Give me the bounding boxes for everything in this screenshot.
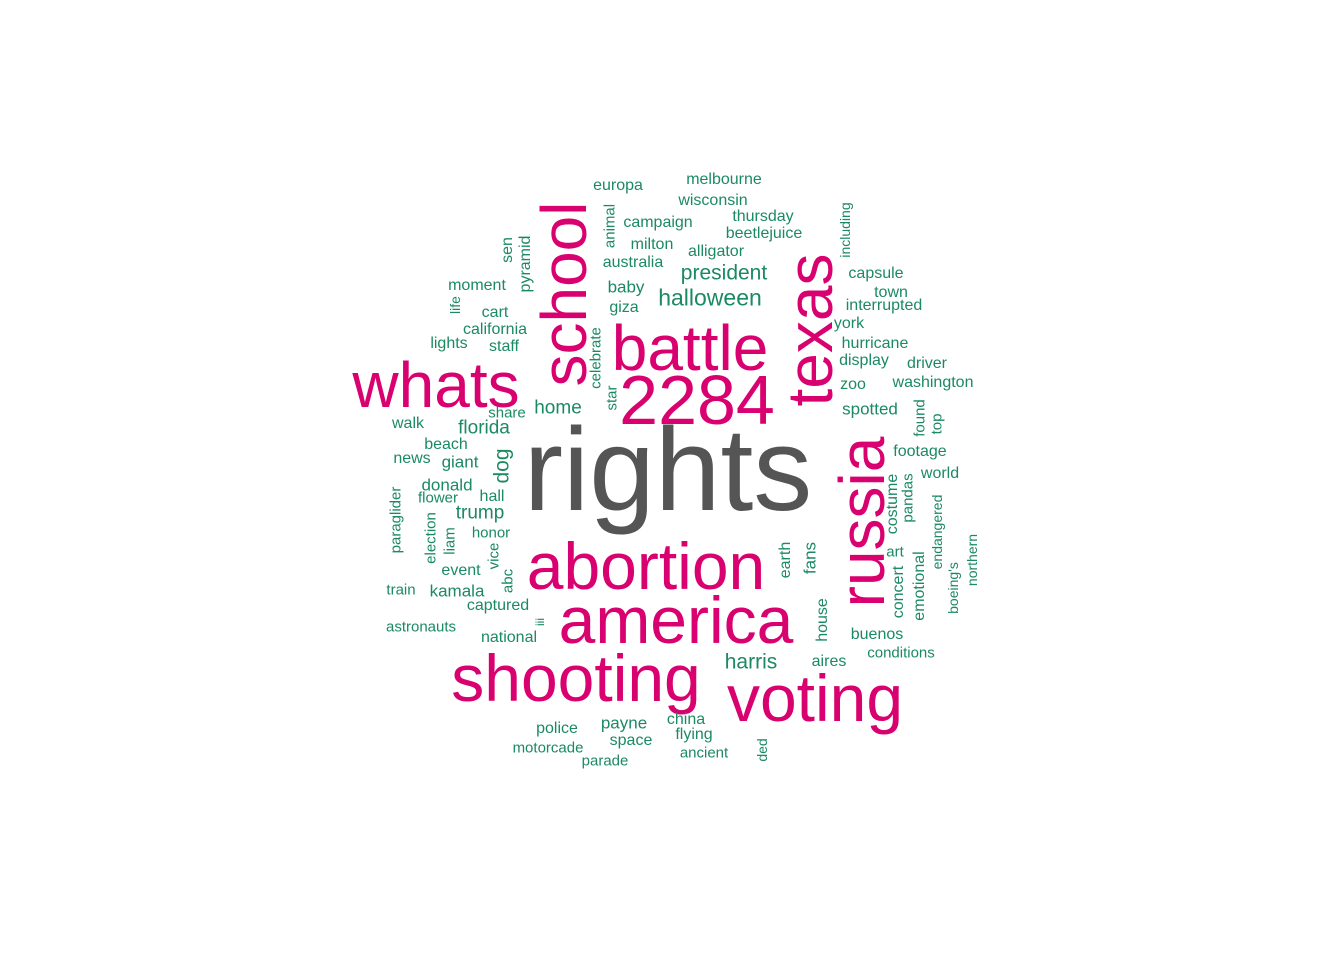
word-donald: donald xyxy=(421,475,473,495)
word-space: space xyxy=(609,732,653,749)
word-house: house xyxy=(814,598,831,642)
word-milton: milton xyxy=(630,236,674,253)
word-thursday: thursday xyxy=(732,208,794,225)
word-york: york xyxy=(833,315,865,332)
word-spotted: spotted xyxy=(842,399,898,419)
word-found: found xyxy=(911,399,929,437)
word-buenos: buenos xyxy=(850,626,904,643)
word-astronauts: astronauts xyxy=(385,618,457,636)
word-art: art xyxy=(886,543,904,561)
word-parade: parade xyxy=(581,752,629,770)
word-train: train xyxy=(386,581,416,599)
word-footage: footage xyxy=(893,443,947,460)
word-star: star xyxy=(603,385,621,411)
word-cart: cart xyxy=(481,304,509,321)
word-florida: florida xyxy=(458,417,510,439)
word-kamala: kamala xyxy=(429,581,485,601)
word-including: including xyxy=(837,202,853,258)
word-school: school xyxy=(528,201,600,387)
word-conditions: conditions xyxy=(867,644,935,662)
word-display: display xyxy=(839,352,889,369)
word-staff: staff xyxy=(489,338,519,355)
word-town: town xyxy=(874,284,908,301)
word-alligator: alligator xyxy=(687,243,745,260)
word-voting: voting xyxy=(726,661,904,735)
word-home: home xyxy=(534,397,582,419)
word-sen: sen xyxy=(499,237,516,263)
word-australia: australia xyxy=(602,254,664,271)
word-hurricane: hurricane xyxy=(841,335,909,352)
word-shooting: shooting xyxy=(451,641,701,715)
word-costume: costume xyxy=(884,473,901,535)
word-melbourne: melbourne xyxy=(686,171,762,188)
word-walk: walk xyxy=(391,415,425,432)
word-liam: liam xyxy=(441,527,459,555)
word-dog: dog xyxy=(490,448,514,484)
word-paraglider: paraglider xyxy=(387,486,405,554)
word-national: national xyxy=(480,629,538,646)
word-northern: northern xyxy=(964,533,980,587)
word-america: america xyxy=(558,583,794,657)
word-animal: animal xyxy=(601,203,619,249)
word-celebrate: celebrate xyxy=(587,327,605,389)
word-beetlejuice: beetlejuice xyxy=(725,225,803,242)
word-interrupted: interrupted xyxy=(845,297,923,314)
word-battle: battle xyxy=(611,312,769,384)
word-president: president xyxy=(680,261,768,285)
word-vice: vice xyxy=(485,542,503,570)
word-top: top xyxy=(928,413,946,435)
word-event: event xyxy=(441,562,481,579)
word-motorcade: motorcade xyxy=(512,739,584,757)
word-pandas: pandas xyxy=(899,473,917,523)
word-washington: washington xyxy=(892,374,974,391)
word-texas: texas xyxy=(774,253,846,407)
word-ded: ded xyxy=(754,738,770,762)
word-earth: earth xyxy=(777,541,794,579)
word-share: share xyxy=(488,404,526,422)
word-honor: honor xyxy=(471,524,511,542)
word-harris: harris xyxy=(724,650,778,674)
word-iii: iii xyxy=(533,618,547,626)
word-giant: giant xyxy=(441,452,479,472)
word-europa: europa xyxy=(593,177,643,194)
word-baby: baby xyxy=(607,277,645,297)
word-election: election xyxy=(422,512,440,564)
word-life: life xyxy=(447,296,463,314)
word-police: police xyxy=(536,720,578,737)
word-ancient: ancient xyxy=(679,744,729,762)
word-abortion: abortion xyxy=(526,529,766,603)
word-california: california xyxy=(462,321,528,338)
word-aires: aires xyxy=(811,653,847,670)
word-flying: flying xyxy=(675,726,713,743)
word-china: china xyxy=(666,711,706,728)
word-hall: hall xyxy=(479,488,505,505)
word-driver: driver xyxy=(906,355,948,372)
word-captured: captured xyxy=(466,597,530,614)
word-boeing-s: boeing's xyxy=(945,562,961,614)
word-concert: concert xyxy=(890,565,907,619)
word-payne: payne xyxy=(600,713,648,733)
word-news: news xyxy=(393,450,431,467)
word-endangered: endangered xyxy=(929,494,945,570)
word-abc: abc xyxy=(499,568,517,594)
word-lights: lights xyxy=(430,335,468,352)
word-2284: 2284 xyxy=(619,361,775,439)
word-rights: rights xyxy=(523,404,813,536)
word-wisconsin: wisconsin xyxy=(678,192,748,209)
word-world: world xyxy=(920,465,960,482)
word-trump: trump xyxy=(455,502,505,524)
word-campaign: campaign xyxy=(623,214,693,231)
word-pyramid: pyramid xyxy=(517,235,534,293)
word-capsule: capsule xyxy=(848,265,904,282)
word-zoo: zoo xyxy=(840,376,866,393)
word-fans: fans xyxy=(800,541,820,575)
word-giza: giza xyxy=(609,299,639,316)
word-halloween: halloween xyxy=(658,284,762,311)
word-beach: beach xyxy=(424,436,468,453)
word-moment: moment xyxy=(448,277,506,294)
word-flower: flower xyxy=(417,489,459,507)
word-whats: whats xyxy=(352,349,520,421)
word-emotional: emotional xyxy=(911,551,928,621)
